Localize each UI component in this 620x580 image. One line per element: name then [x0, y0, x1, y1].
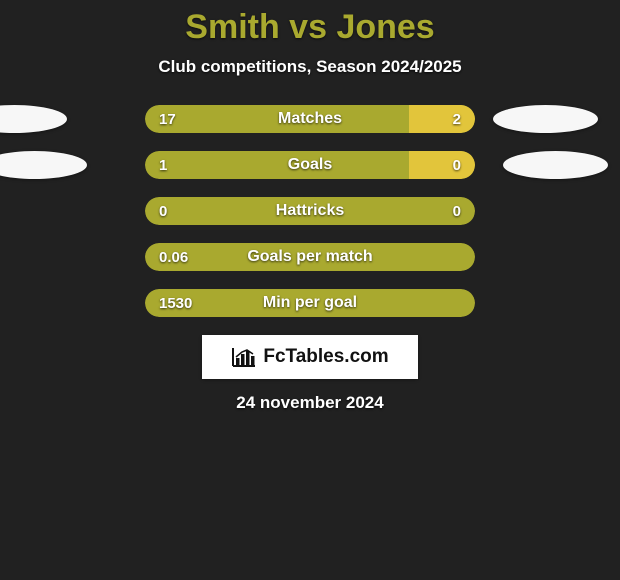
stat-value-right: 2 — [453, 111, 461, 128]
stat-label: Hattricks — [276, 202, 344, 220]
stat-label: Matches — [278, 110, 342, 128]
stat-value-left: 0 — [159, 203, 167, 220]
stats-area: 17 Matches 2 1 Goals 0 0 Hattricks 0 0.06 Goals pe… — [0, 105, 620, 317]
stat-value-right: 0 — [453, 157, 461, 174]
stat-value-left: 0.06 — [159, 249, 188, 266]
stat-value-right: 0 — [453, 203, 461, 220]
stat-value-left: 17 — [159, 111, 176, 128]
player-left-marker — [0, 151, 87, 179]
bar-chart-icon — [231, 346, 257, 368]
footer-date: 24 november 2024 — [0, 393, 620, 413]
player-right-marker — [503, 151, 608, 179]
stat-value-left: 1 — [159, 157, 167, 174]
stat-value-left: 1530 — [159, 295, 192, 312]
stat-row: 17 Matches 2 — [0, 105, 620, 133]
stat-bar: 0 Hattricks 0 — [145, 197, 475, 225]
page-title: Smith vs Jones — [0, 8, 620, 47]
page-subtitle: Club competitions, Season 2024/2025 — [0, 57, 620, 77]
stat-bar: 1 Goals 0 — [145, 151, 475, 179]
comparison-infographic: Smith vs Jones Club competitions, Season… — [0, 0, 620, 413]
stat-label: Goals per match — [247, 248, 372, 266]
stat-bar: 0.06 Goals per match — [145, 243, 475, 271]
stat-row: 0 Hattricks 0 — [0, 197, 620, 225]
stat-row: 1 Goals 0 — [0, 151, 620, 179]
player-left-marker — [0, 105, 67, 133]
bar-segment-right — [409, 151, 475, 179]
player-right-marker — [493, 105, 598, 133]
brand-badge: FcTables.com — [202, 335, 418, 379]
brand-name: FcTables.com — [263, 346, 388, 368]
stat-bar: 17 Matches 2 — [145, 105, 475, 133]
stat-label: Goals — [288, 156, 332, 174]
bar-segment-right — [409, 105, 475, 133]
stat-label: Min per goal — [263, 294, 357, 312]
stat-row: 1530 Min per goal — [0, 289, 620, 317]
stat-row: 0.06 Goals per match — [0, 243, 620, 271]
stat-bar: 1530 Min per goal — [145, 289, 475, 317]
